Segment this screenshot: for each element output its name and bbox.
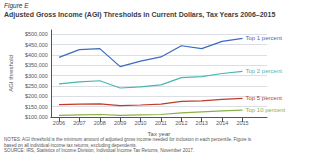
svg-text:$250,000: $250,000 [25, 83, 48, 89]
svg-text:based on all individual income: based on all individual income tax retur… [4, 143, 137, 148]
svg-text:2014: 2014 [216, 120, 228, 126]
svg-text:Top 1 percent: Top 1 percent [246, 35, 283, 41]
svg-text:2006: 2006 [53, 120, 65, 126]
svg-text:2015: 2015 [236, 120, 248, 126]
svg-text:2013: 2013 [196, 120, 208, 126]
svg-text:Tax year: Tax year [148, 131, 171, 137]
svg-text:2010: 2010 [134, 120, 146, 126]
svg-text:$450,000: $450,000 [25, 42, 48, 48]
svg-text:2012: 2012 [175, 120, 187, 126]
svg-text:AGI threshold: AGI threshold [8, 55, 14, 92]
svg-text:SOURCE: IRS, Statistics of Inc: SOURCE: IRS, Statistics of Income Divisi… [4, 148, 194, 153]
svg-text:Top 10 percent: Top 10 percent [246, 107, 286, 113]
svg-text:2011: 2011 [155, 120, 167, 126]
svg-text:2007: 2007 [73, 120, 85, 126]
svg-text:$500,000: $500,000 [25, 31, 48, 37]
svg-text:Top 5 percent: Top 5 percent [246, 95, 283, 101]
svg-text:$350,000: $350,000 [25, 62, 48, 68]
svg-text:2008: 2008 [94, 120, 106, 126]
svg-text:$150,000: $150,000 [25, 104, 48, 110]
svg-text:$100,000: $100,000 [25, 114, 48, 120]
svg-text:Figure E: Figure E [4, 2, 29, 10]
svg-text:Adjusted Gross Income (AGI) Th: Adjusted Gross Income (AGI) Thresholds i… [4, 11, 275, 19]
svg-text:Top 2 percent: Top 2 percent [246, 68, 283, 74]
svg-text:$200,000: $200,000 [25, 93, 48, 99]
svg-text:$300,000: $300,000 [25, 73, 48, 79]
svg-text:$400,000: $400,000 [25, 52, 48, 58]
svg-text:2009: 2009 [114, 120, 126, 126]
svg-text:NOTES: AGI threshold is the mi: NOTES: AGI threshold is the minimum amou… [4, 137, 252, 142]
